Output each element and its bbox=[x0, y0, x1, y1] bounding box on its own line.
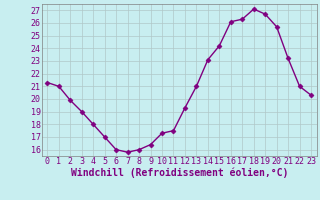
X-axis label: Windchill (Refroidissement éolien,°C): Windchill (Refroidissement éolien,°C) bbox=[70, 167, 288, 178]
